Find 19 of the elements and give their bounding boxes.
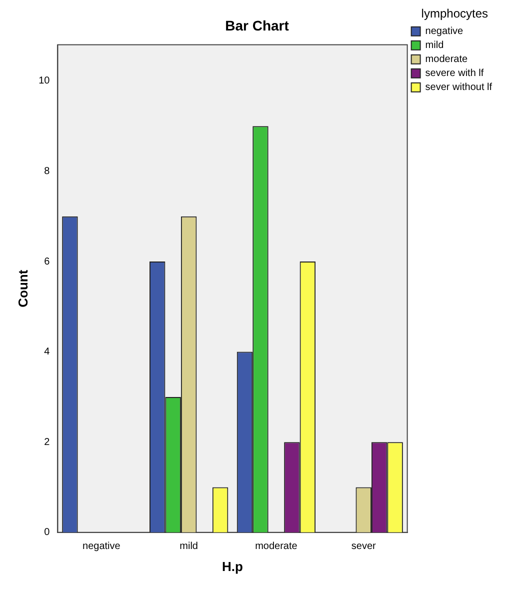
legend-label: moderate	[425, 54, 468, 66]
legend-label: negative	[425, 26, 464, 38]
y-tick-label: 6	[44, 256, 50, 268]
x-tick-label: moderate	[255, 541, 298, 552]
x-tick-label: negative	[82, 541, 121, 552]
chart-title: Bar Chart	[225, 17, 290, 34]
x-tick-label: mild	[180, 541, 198, 552]
y-axis-title: Count	[15, 269, 30, 308]
legend-label: sever without lf	[425, 82, 492, 94]
legend-label: mild	[425, 40, 444, 52]
x-tick-label: sever	[351, 541, 377, 552]
y-tick-label: 8	[44, 166, 50, 177]
x-axis-title: H.p	[222, 558, 244, 574]
y-tick-label: 2	[44, 436, 50, 448]
y-tick-label: 4	[44, 346, 50, 358]
legend-title: lymphocytes	[421, 6, 488, 20]
legend-label: severe with lf	[425, 68, 484, 80]
y-tick-label: 10	[38, 76, 50, 87]
y-tick-label: 0	[44, 527, 50, 538]
